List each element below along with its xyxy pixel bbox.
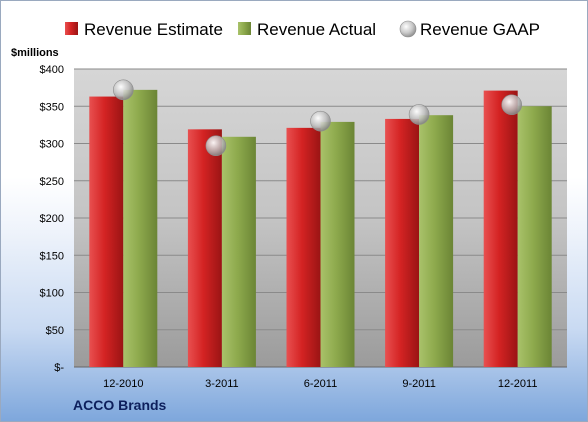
y-tick-label: $-: [54, 362, 64, 374]
marker-revenue-gaap: [501, 94, 523, 116]
legend-label: Revenue GAAP: [420, 20, 540, 39]
legend-label: Revenue Actual: [257, 20, 376, 39]
y-tick-label: $250: [40, 176, 64, 188]
y-unit-label: $millions: [11, 47, 59, 59]
bar-revenue-estimate: [483, 90, 518, 367]
x-tick-label: 6-2011: [304, 378, 337, 390]
bar-revenue-estimate: [187, 129, 222, 367]
bar-revenue-actual: [123, 89, 158, 368]
marker-revenue-gaap: [205, 135, 227, 157]
bar-revenue-estimate: [286, 127, 321, 367]
bar-revenue-actual: [517, 106, 552, 367]
legend-swatch: [238, 22, 251, 35]
bar-revenue-estimate: [385, 118, 420, 367]
y-tick-label: $400: [40, 64, 64, 76]
bar-revenue-estimate: [89, 96, 124, 367]
marker-revenue-gaap: [113, 79, 134, 101]
legend-swatch: [399, 20, 417, 38]
y-tick-label: $300: [40, 139, 64, 151]
y-tick-label: $200: [40, 213, 64, 225]
y-tick-label: $100: [40, 288, 64, 300]
x-tick-label: 3-2011: [205, 378, 238, 390]
bar-revenue-actual: [419, 115, 454, 367]
x-tick-label: 12-2011: [498, 378, 538, 390]
legend-swatch: [65, 22, 78, 35]
x-tick-label: 9-2011: [402, 378, 435, 390]
y-tick-label: $350: [40, 101, 64, 113]
company-name: ACCO Brands: [73, 397, 167, 413]
plot-area: $- $50 $100 $150 $200 $250 $300 $350 $400 12-2010…: [40, 64, 567, 390]
y-tick-label: $50: [46, 325, 64, 337]
bar-revenue-actual: [221, 136, 256, 367]
legend: Revenue Estimate Revenue Actual Revenue GA…: [65, 20, 540, 39]
marker-revenue-gaap: [310, 110, 331, 132]
bar-revenue-actual: [320, 121, 355, 368]
x-tick-label: 12-2010: [103, 378, 143, 390]
legend-label: Revenue Estimate: [84, 20, 223, 39]
y-tick-label: $150: [40, 250, 64, 262]
marker-revenue-gaap: [408, 104, 430, 125]
